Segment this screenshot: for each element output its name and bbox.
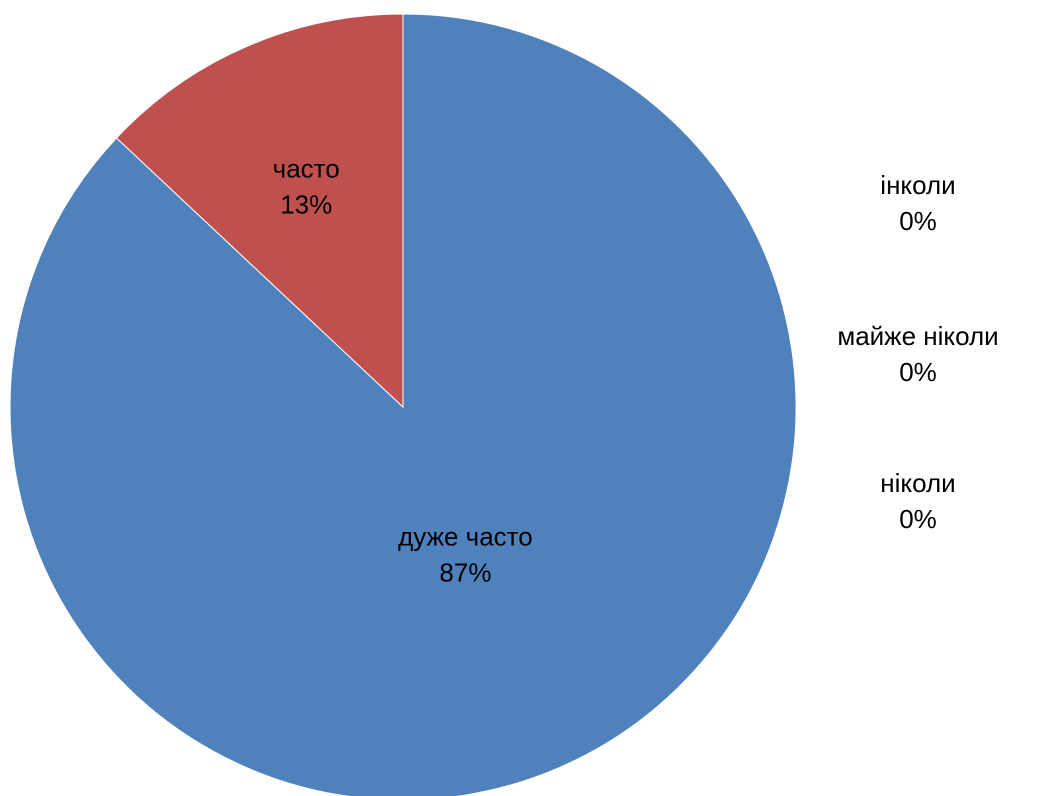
data-label-дуже-часто: дуже часто 87%: [398, 521, 533, 587]
data-label-інколи: інколи 0%: [880, 170, 955, 236]
data-label-ніколи: ніколи 0%: [880, 468, 955, 534]
data-label-category: інколи: [880, 170, 955, 200]
data-label-percent: 13%: [280, 189, 332, 219]
pie-slice-часто: [115, 13, 404, 409]
data-label-category: майже ніколи: [837, 321, 998, 351]
pie-slices: [9, 13, 797, 796]
data-label-category: дуже часто: [398, 521, 533, 551]
data-label-category: ніколи: [880, 468, 955, 498]
data-label-percent: 0%: [899, 504, 937, 534]
pie-data-labels: дуже часто 87%часто 13%інколи 0%майже нікол…: [273, 153, 999, 587]
data-label-percent: 0%: [899, 206, 937, 236]
data-label-percent: 0%: [899, 357, 937, 387]
data-label-часто: часто 13%: [273, 153, 340, 219]
data-label-майже-ніколи: майже ніколи 0%: [837, 321, 998, 387]
data-label-category: часто: [273, 153, 340, 183]
pie-slice-дуже-часто: [9, 13, 797, 796]
data-label-percent: 87%: [439, 557, 491, 587]
